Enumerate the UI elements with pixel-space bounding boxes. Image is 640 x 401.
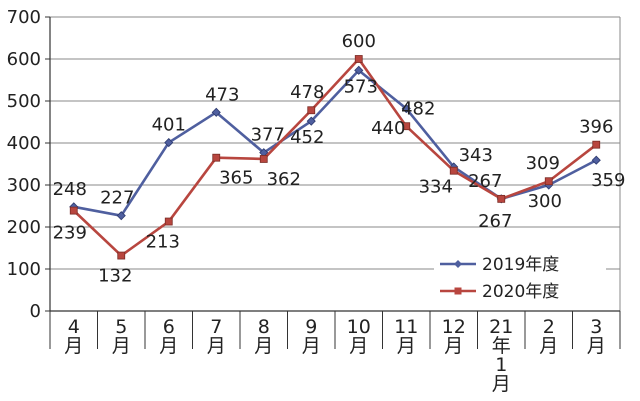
data-point-2020 (212, 153, 221, 162)
data-label-2020: 309 (526, 153, 560, 174)
legend-label: 2020年度 (482, 282, 559, 302)
data-point-2019 (164, 138, 174, 148)
gridlines (50, 16, 621, 311)
data-label-2019: 267 (468, 171, 502, 192)
data-point-2019 (401, 103, 411, 114)
data-label-2020: 213 (146, 232, 180, 253)
data-label-2020: 132 (98, 266, 132, 287)
x-tick-label: 10 月 (347, 316, 371, 357)
data-point-2019 (306, 116, 316, 126)
data-point-2020 (592, 140, 601, 149)
data-label-2019: 401 (152, 115, 186, 136)
y-tick-label: 400 (7, 133, 41, 154)
data-label-2020: 440 (371, 118, 405, 139)
legend-background (434, 250, 606, 302)
data-label-2019: 343 (459, 145, 493, 166)
data-label-2020: 365 (219, 168, 253, 189)
y-tick-label: 600 (7, 49, 41, 70)
data-label-2020: 478 (290, 82, 324, 103)
data-point-2019 (211, 107, 221, 117)
data-point-2020 (117, 251, 126, 260)
x-tick-label: 12 月 (442, 316, 466, 357)
series-line-2020 (72, 57, 598, 257)
legend: 2019年度 2020年度 (434, 250, 606, 302)
y-axis: 0 100 200 300 400 500 600 700 (7, 7, 51, 322)
y-tick-label: 500 (7, 91, 41, 112)
legend-marker-diamond (454, 260, 462, 268)
y-tick-label: 100 (7, 259, 41, 280)
y-tick-label: 300 (7, 175, 41, 196)
data-point-2020 (164, 217, 173, 226)
data-label-2020: 362 (267, 169, 301, 190)
y-tick-label: 0 (30, 301, 41, 322)
data-point-2020 (69, 206, 78, 215)
data-label-2020: 239 (53, 223, 87, 244)
data-label-2019: 473 (205, 84, 239, 105)
data-label-2019: 300 (528, 191, 562, 212)
data-labels: 248 227 401 473 377 452 573 482 343 267 300 359 239 1… (53, 31, 626, 287)
data-point-2020 (259, 155, 268, 163)
data-point-2020 (354, 55, 363, 63)
data-label-2019: 248 (53, 179, 87, 200)
data-point-2020 (449, 166, 458, 175)
data-point-2019 (354, 65, 364, 75)
x-tick-label: 11 月 (394, 316, 418, 357)
data-label-2019: 482 (401, 99, 435, 120)
y-tick-label: 700 (7, 7, 41, 28)
legend-label: 2019年度 (482, 255, 559, 275)
x-tick-label: 21 年 1 月 (489, 316, 513, 395)
series-group (69, 55, 601, 260)
data-label-2020: 600 (342, 31, 376, 52)
legend-marker-square (454, 287, 462, 295)
data-label-2019: 359 (591, 170, 625, 191)
data-point-2020 (307, 106, 316, 115)
data-label-2020: 396 (579, 117, 613, 138)
data-point-2020 (402, 122, 411, 131)
data-label-2019: 377 (251, 125, 285, 146)
data-label-2019: 227 (100, 188, 134, 209)
y-tick-label: 200 (7, 217, 41, 238)
x-axis: 4 月 5 月 6 月 7 月 8 月 9 月 10 月 11 月 12 月 21 年 1 月 2 月 3 月 (49, 310, 621, 395)
data-label-2020: 267 (478, 211, 512, 232)
data-label-2019: 573 (344, 76, 378, 97)
data-point-2020 (544, 177, 553, 186)
data-point-2019 (591, 155, 601, 165)
data-point-2019 (116, 211, 126, 221)
data-point-2020 (497, 194, 506, 203)
data-label-2019: 452 (290, 127, 324, 148)
data-label-2020: 334 (419, 177, 453, 198)
